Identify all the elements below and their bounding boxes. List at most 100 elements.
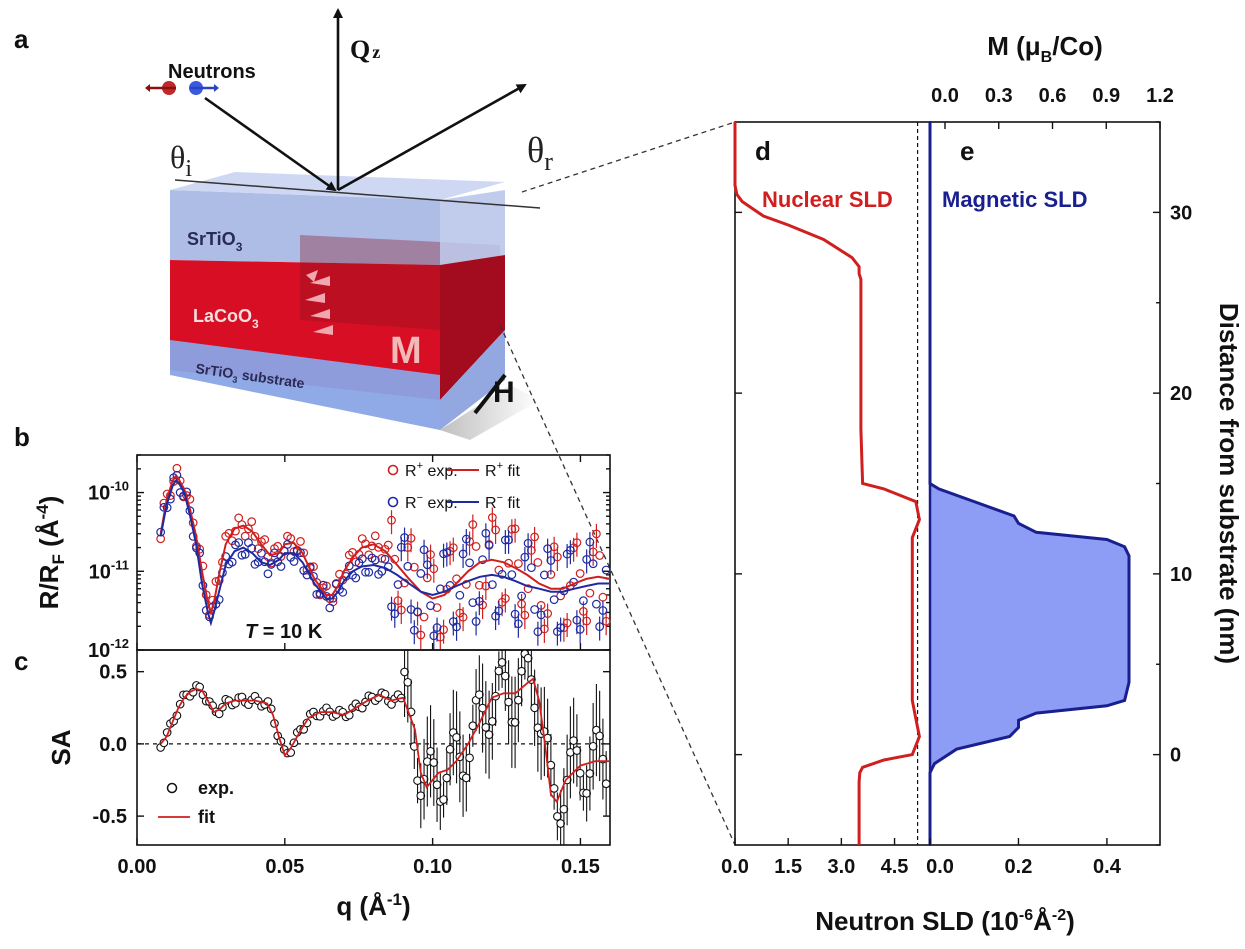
plot-c-point [595, 731, 605, 741]
plot-d-xtick-label: 3.0 [827, 856, 855, 878]
plot-b-point [426, 601, 435, 611]
neutrons-label: Neutrons [168, 61, 256, 83]
plot-b-point [322, 591, 331, 601]
plot-d-title: Nuclear SLD [762, 187, 893, 212]
plot-b-point [351, 573, 361, 583]
plot-c-point [588, 741, 598, 751]
plot-c-xtick-label: 0.10 [413, 856, 452, 878]
plot-c-point [487, 717, 497, 726]
plot-c-point [468, 721, 478, 731]
substrate-side [440, 330, 505, 430]
plot-e-xtick-label: 0.2 [1005, 856, 1033, 878]
plot-b-point [478, 555, 487, 565]
plot-e-top-xlabel: M (μB/Co) [987, 31, 1103, 66]
plot-e-ytick-label: 10 [1170, 564, 1192, 586]
plot-b-point [393, 580, 403, 589]
plot-b-rminus-points [156, 470, 611, 650]
plot-c-point [452, 733, 461, 742]
plot-b-point [325, 603, 335, 613]
plot-b-point [263, 569, 273, 579]
plot-d-xtick-label: 4.5 [881, 856, 909, 878]
plot-c-point [445, 744, 455, 754]
zoom-line-bottom [499, 324, 736, 846]
plot-b-point [578, 596, 588, 606]
plot-c-legend: exp. fit [158, 778, 234, 827]
plot-b-point [364, 567, 374, 577]
plot-b-point [455, 590, 465, 600]
plot-b-point [539, 570, 549, 580]
plot-b-point [413, 607, 422, 617]
plot-b-legend-marker [387, 496, 399, 508]
plot-e-top-xtick-label: 0.6 [1039, 85, 1067, 107]
plot-b-point [240, 549, 250, 559]
plot-c-point [481, 723, 491, 732]
plot-b-point [250, 531, 260, 541]
spin-arrows-icon [305, 270, 333, 335]
plot-c-legend-label: fit [198, 807, 215, 827]
plot-e-top-xtick-label: 0.0 [931, 85, 959, 107]
plot-b-legend-label: R+ exp. [405, 460, 458, 480]
plot-b-point [585, 588, 595, 598]
sto-top-label: SrTiO3 [187, 229, 243, 254]
plot-c-point [514, 695, 523, 705]
plot-b-point [432, 603, 442, 613]
plot-c-point [400, 667, 409, 677]
panel-letter-b: b [14, 422, 30, 452]
plot-c-frame [136, 649, 611, 846]
plot-b-point [221, 552, 231, 561]
plot-b-point [468, 598, 478, 608]
plot-b-legend-label: R− exp. [405, 492, 458, 512]
plot-c-xtick-label: 0.05 [265, 856, 304, 878]
plot-c-point [474, 690, 484, 699]
plot-c-point [559, 804, 569, 814]
plot-b-point [601, 565, 611, 575]
plot-b-point [244, 538, 253, 548]
field-label: H [493, 376, 515, 409]
plot-e-xtick-label: 0.0 [926, 856, 954, 878]
plot-c-ytick-label: 0.5 [99, 662, 127, 684]
plot-b-point [549, 595, 559, 605]
plot-b-point [409, 562, 419, 572]
plot-e-magnetic-sld: 0.0 0.2 0.4 0.0 0.3 0.6 0.9 1.2 M (μB/Co) 0 10 20 30… [815, 31, 1244, 936]
plot-e-ytick-label: 0 [1170, 745, 1181, 767]
plot-b-point [588, 559, 598, 569]
plot-c-point [510, 718, 520, 727]
plot-e-ytick-label: 20 [1170, 383, 1192, 405]
plot-b-point [276, 562, 286, 571]
plot-b-ytick-label: 10-12 [88, 636, 129, 662]
plot-b-point [296, 537, 305, 546]
plot-c-point [601, 779, 611, 789]
plot-c-point [517, 666, 526, 676]
plot-b-legend: R+ exp. R+ fit R− exp. R− fit [387, 460, 520, 512]
plot-c-point [439, 795, 448, 804]
plot-b-point [471, 542, 481, 551]
field-arrow [473, 373, 507, 415]
plot-e-top-xtick-label: 1.2 [1146, 85, 1174, 107]
plot-b-ytick-label: 10-11 [89, 557, 129, 583]
incident-beam-arrow [204, 96, 337, 192]
plot-d-frame [734, 121, 931, 846]
plot-b-point [260, 535, 270, 544]
plot-b-point [530, 605, 540, 614]
sto-top-side [440, 190, 505, 265]
surface-line [174, 179, 541, 209]
plot-b-point [377, 553, 387, 563]
neutron-blue-icon [189, 81, 219, 95]
plot-e-ytick-label: 30 [1170, 202, 1192, 224]
plot-c-point [504, 697, 513, 707]
magnetization-label: M [390, 330, 422, 372]
plot-b-point [370, 531, 380, 541]
plot-b-point [526, 563, 536, 573]
plot-e-title: Magnetic SLD [942, 187, 1087, 212]
plot-c-spin-asymmetry: 0.5 0.0 -0.5 0.00 0.05 0.10 0.15 SA q (Å-1) exp. f… [46, 649, 611, 921]
block-shadow [440, 385, 540, 440]
plot-c-point [461, 773, 471, 783]
plot-c-point [553, 812, 562, 821]
plot-b-point [374, 542, 383, 552]
plot-e-xlabel: Neutron SLD (10-6Å-2) [815, 906, 1075, 936]
plot-b-point [517, 591, 527, 601]
plot-c-ytick-label: 0.0 [99, 734, 127, 756]
